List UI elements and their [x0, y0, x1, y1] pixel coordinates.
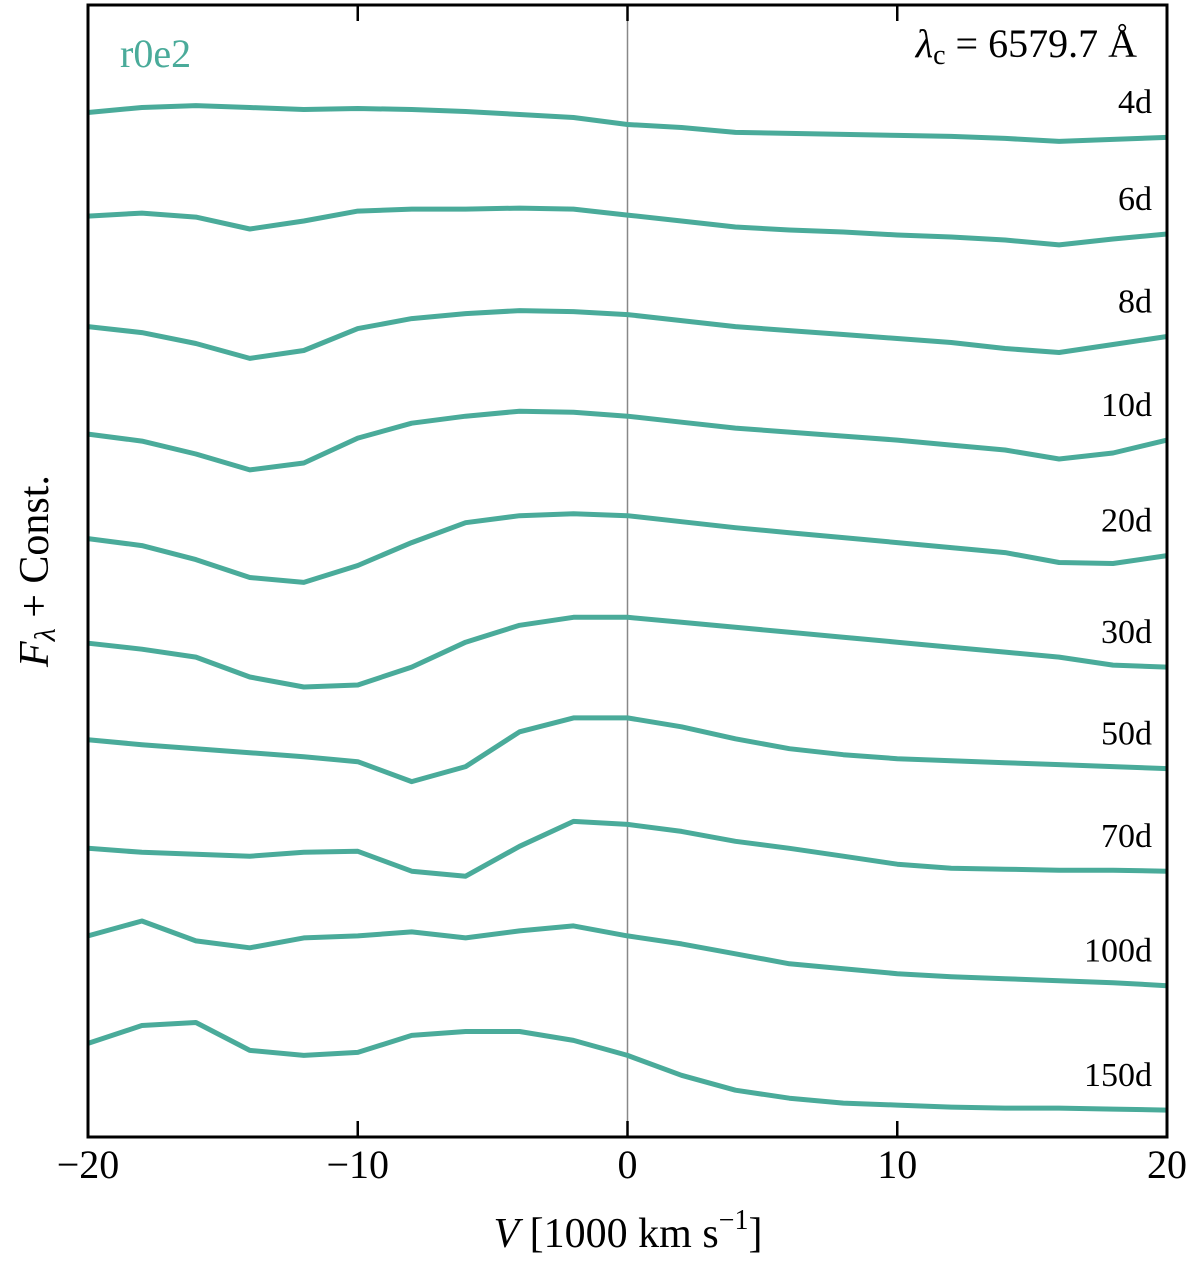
y-axis-label: Fλ + Const.	[12, 475, 62, 668]
plot-frame	[86, 3, 1169, 1139]
epoch-label: 10d	[1101, 387, 1152, 424]
model-label: r0e2	[120, 31, 191, 76]
spectrum-line	[87, 818, 1168, 879]
epoch-label: 100d	[1084, 932, 1152, 969]
x-tick-label: 10	[877, 1142, 917, 1187]
epoch-label: 30d	[1101, 614, 1152, 651]
spectrum-line	[87, 205, 1168, 248]
y-label-main: F	[12, 641, 58, 668]
spectrum-line	[87, 1020, 1168, 1113]
x-tick-label: −20	[57, 1142, 120, 1187]
lambda-symbol: λ	[915, 21, 933, 66]
x-tick-label: 0	[618, 1142, 638, 1187]
y-label-sub: λ	[29, 628, 62, 642]
x-tick-label: 20	[1147, 1142, 1187, 1187]
x-label-rest: [1000 km s	[519, 1211, 719, 1257]
lambda-annotation: λc = 6579.7 Å	[915, 21, 1137, 71]
epoch-label: 8d	[1118, 283, 1152, 320]
y-label-rest: + Const.	[12, 475, 58, 628]
spectrum-line	[87, 715, 1168, 785]
x-label-end: ]	[748, 1211, 762, 1257]
lambda-rest: = 6579.7 Å	[946, 21, 1138, 66]
spectrum-line	[87, 408, 1168, 473]
epoch-label: 4d	[1118, 84, 1152, 121]
epoch-label: 150d	[1084, 1057, 1152, 1094]
x-label-main: V	[494, 1211, 524, 1257]
spectrum-line	[87, 308, 1168, 361]
spectrum-line	[87, 511, 1168, 585]
spectrum-line	[87, 918, 1168, 989]
x-label-sup: −1	[719, 1205, 749, 1236]
epoch-label: 70d	[1101, 818, 1152, 855]
lambda-sub: c	[933, 40, 945, 71]
epoch-label: 50d	[1101, 715, 1152, 752]
spectrum-line	[87, 103, 1168, 144]
x-axis-label: V [1000 km s−1]	[494, 1205, 763, 1256]
spectrum-line	[87, 614, 1168, 690]
x-tick-label: −10	[326, 1142, 389, 1187]
epoch-label: 6d	[1118, 181, 1152, 218]
epoch-label: 20d	[1101, 502, 1152, 539]
